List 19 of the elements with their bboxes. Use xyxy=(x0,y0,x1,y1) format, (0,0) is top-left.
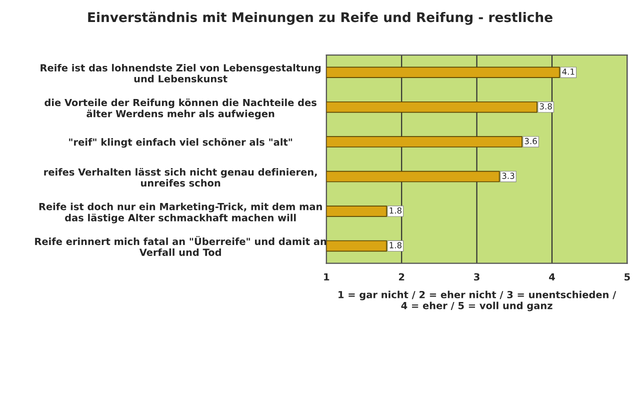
data-label: 3.6 xyxy=(524,138,537,144)
y-tick-label: Reife ist das lohnendste Ziel von Lebensgestaltung und Lebenskunst xyxy=(40,64,321,82)
x-tick-label: 2 xyxy=(398,273,404,280)
y-tick-label: Reife ist doch nur ein Marketing-Trick, mit dem man das lästige Alter schmackhaft machen will xyxy=(39,202,322,224)
y-tick-label: reifes Verhalten lässt sich nicht genau definieren, unreifes schon xyxy=(44,168,317,187)
y-tick-label: die Vorteile der Reifung können die Nachteile des älter Werdens mehr als aufwiegen xyxy=(44,98,316,120)
data-label: 3.3 xyxy=(502,172,514,179)
x-tick-label: 5 xyxy=(624,273,630,281)
y-tick-label: "reif" klingt einfach viel schöner als "alt" xyxy=(69,138,292,148)
data-label: 4.1 xyxy=(562,68,574,75)
data-label: 1.8 xyxy=(390,242,402,248)
data-label: 3.8 xyxy=(540,103,552,110)
x-tick-label: 3 xyxy=(474,273,480,281)
x-tick-label: 4 xyxy=(549,273,555,280)
y-tick-label: Reife erinnert mich fatal an "Überreife" und damit an Verfall und Tod xyxy=(35,236,326,256)
x-axis-title: 1 = gar nicht / 2 = eher nicht / 3 = unentschieden / 4 = eher / 5 = voll und ganz xyxy=(338,290,616,312)
chart-title: Einverständnis mit Meinungen zu Reife und Reifung - restliche xyxy=(88,12,552,25)
x-tick-label: 1 xyxy=(324,273,330,280)
data-label: 1.8 xyxy=(390,207,402,214)
